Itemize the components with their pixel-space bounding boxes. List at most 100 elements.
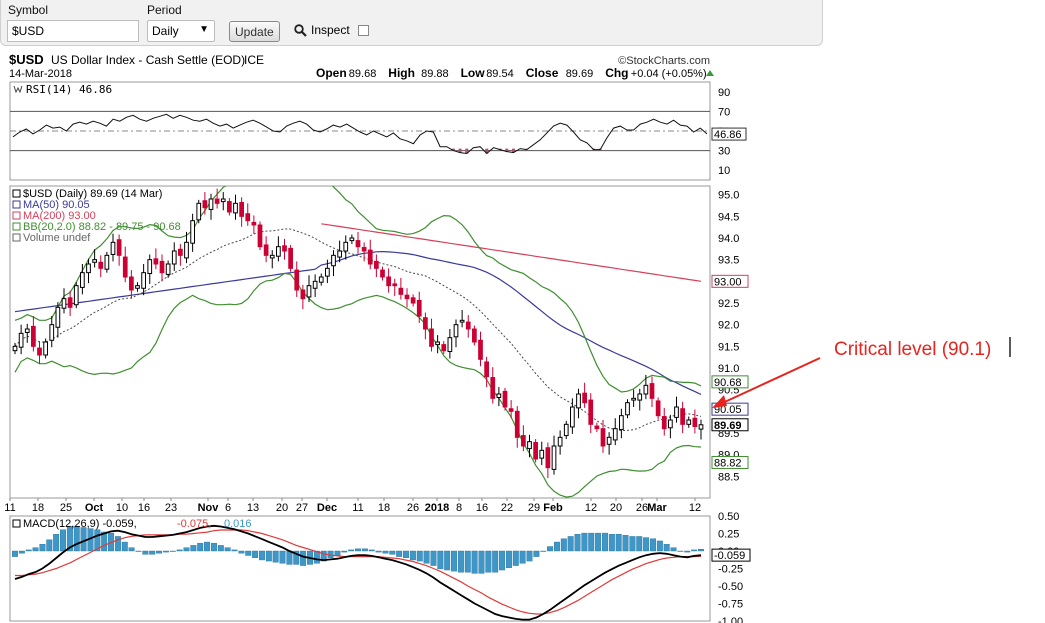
- macd-histogram-bar: [663, 544, 670, 552]
- candlestick: [441, 341, 447, 355]
- candle-body: [496, 393, 502, 398]
- candlestick: [386, 268, 391, 293]
- candle-body: [478, 339, 483, 360]
- candle-body: [692, 417, 698, 427]
- candlestick: [380, 266, 385, 281]
- ohlc-label: Open: [316, 66, 347, 80]
- candlestick: [43, 338, 48, 359]
- candlestick: [104, 251, 110, 273]
- macd-histogram-bar: [162, 550, 169, 553]
- macd-tick-label: 0.50: [718, 511, 739, 523]
- date-tick-label: 29: [528, 502, 540, 514]
- chart-toolbar: Symbol Period Daily ▼ Update Inspect: [0, 0, 823, 46]
- candlestick: [110, 233, 116, 262]
- candle-body: [251, 221, 257, 226]
- macd-callout-box: [711, 548, 751, 562]
- macd-histogram-bar: [588, 532, 595, 552]
- price-callout-label: 88.82: [714, 457, 742, 469]
- candlestick: [521, 425, 526, 452]
- macd-histogram-bar: [135, 550, 142, 552]
- macd-histogram-bar: [190, 545, 197, 552]
- macd-histogram-bar: [272, 550, 279, 563]
- rsi-value-callout-box: [711, 127, 747, 141]
- macd-histogram-bar: [217, 545, 224, 552]
- macd-histogram-bar: [430, 550, 437, 566]
- candlestick: [539, 441, 545, 466]
- candle-body: [122, 256, 128, 278]
- macd-histogram-bar: [650, 538, 656, 552]
- inspect-checkbox[interactable]: [357, 24, 369, 36]
- price-legend-entry: Volume undef: [23, 232, 91, 244]
- candlestick: [661, 407, 667, 436]
- date-axis: 11 18 25 Oct 10 16 23 Nov 6 13 20 27 Dec 11 18 26 2018 8 1…: [4, 498, 701, 514]
- candle-body: [288, 247, 293, 269]
- candlestick: [582, 382, 587, 408]
- candlestick: [129, 270, 134, 299]
- period-select[interactable]: Daily ▼: [147, 20, 215, 42]
- date-tick-label: Mar: [647, 502, 667, 514]
- candle-body: [570, 406, 575, 428]
- macd-histogram-bar: [183, 547, 190, 552]
- date-tick-label: 18: [378, 502, 390, 514]
- symbol-input[interactable]: [7, 20, 139, 42]
- price-tick-label: 94.5: [718, 211, 739, 223]
- macd-histogram-bar: [416, 550, 423, 562]
- macd-legend-histogram: 0.016: [224, 518, 252, 530]
- candle-body: [398, 287, 404, 295]
- candle-body: [404, 294, 410, 300]
- macd-histogram-bar: [224, 547, 231, 552]
- macd-histogram-bar: [437, 550, 444, 570]
- macd-tick-label: -0.25: [718, 564, 743, 576]
- candlestick: [202, 192, 208, 215]
- annotation-arrowhead: [712, 395, 727, 408]
- update-button[interactable]: Update: [229, 21, 280, 42]
- annotation-arrow: [715, 357, 821, 407]
- candle-body: [24, 328, 30, 333]
- candle-body: [306, 285, 312, 298]
- macd-histogram-bar: [300, 550, 307, 566]
- candlestick: [398, 277, 404, 300]
- candle-body: [600, 428, 606, 447]
- macd-histogram-bar: [444, 550, 451, 571]
- candlestick: [557, 430, 563, 455]
- macd-histogram-bar: [169, 550, 176, 552]
- candle-body: [367, 249, 373, 265]
- date-tick-label: 27: [296, 502, 308, 514]
- macd-histogram-bar: [698, 549, 704, 552]
- candle-body: [220, 198, 226, 203]
- candle-body: [429, 328, 434, 347]
- candle-body: [410, 297, 416, 304]
- candlestick: [49, 316, 55, 348]
- candle-body: [508, 408, 514, 412]
- candlestick: [331, 250, 336, 277]
- macd-histogram-bar: [258, 550, 265, 561]
- ohlc-label: High: [388, 66, 415, 80]
- macd-tick-label: -0.50: [718, 581, 743, 593]
- date-tick-label: 2018: [425, 502, 449, 514]
- date-tick-label: Oct: [85, 502, 104, 514]
- price-callout-label: 90.05: [714, 404, 742, 416]
- candlestick: [92, 249, 97, 268]
- candlestick: [545, 442, 551, 479]
- candlestick: [606, 432, 612, 455]
- inspect-control: Inspect: [294, 23, 369, 37]
- candle-body: [545, 447, 551, 469]
- candlestick: [141, 264, 146, 296]
- macd-histogram-bar: [128, 547, 135, 552]
- candlestick: [233, 194, 238, 220]
- candle-body: [563, 423, 569, 437]
- candle-body: [61, 298, 67, 309]
- candle-body: [239, 201, 244, 217]
- candle-body: [49, 324, 55, 341]
- candle-body: [686, 419, 692, 425]
- candle-body: [392, 283, 398, 287]
- candlestick: [318, 273, 324, 286]
- candle-body: [92, 259, 97, 263]
- candle-body: [80, 272, 85, 288]
- price-callout-box: [711, 274, 749, 288]
- candle-body: [698, 424, 704, 430]
- macd-histogram-bar: [409, 550, 416, 561]
- candlestick: [251, 215, 257, 234]
- symbol-label: Symbol: [8, 3, 49, 17]
